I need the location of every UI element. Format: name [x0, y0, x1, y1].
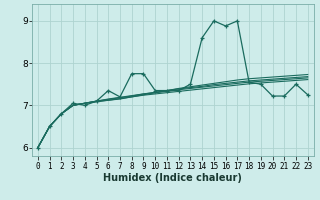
- X-axis label: Humidex (Indice chaleur): Humidex (Indice chaleur): [103, 173, 242, 183]
